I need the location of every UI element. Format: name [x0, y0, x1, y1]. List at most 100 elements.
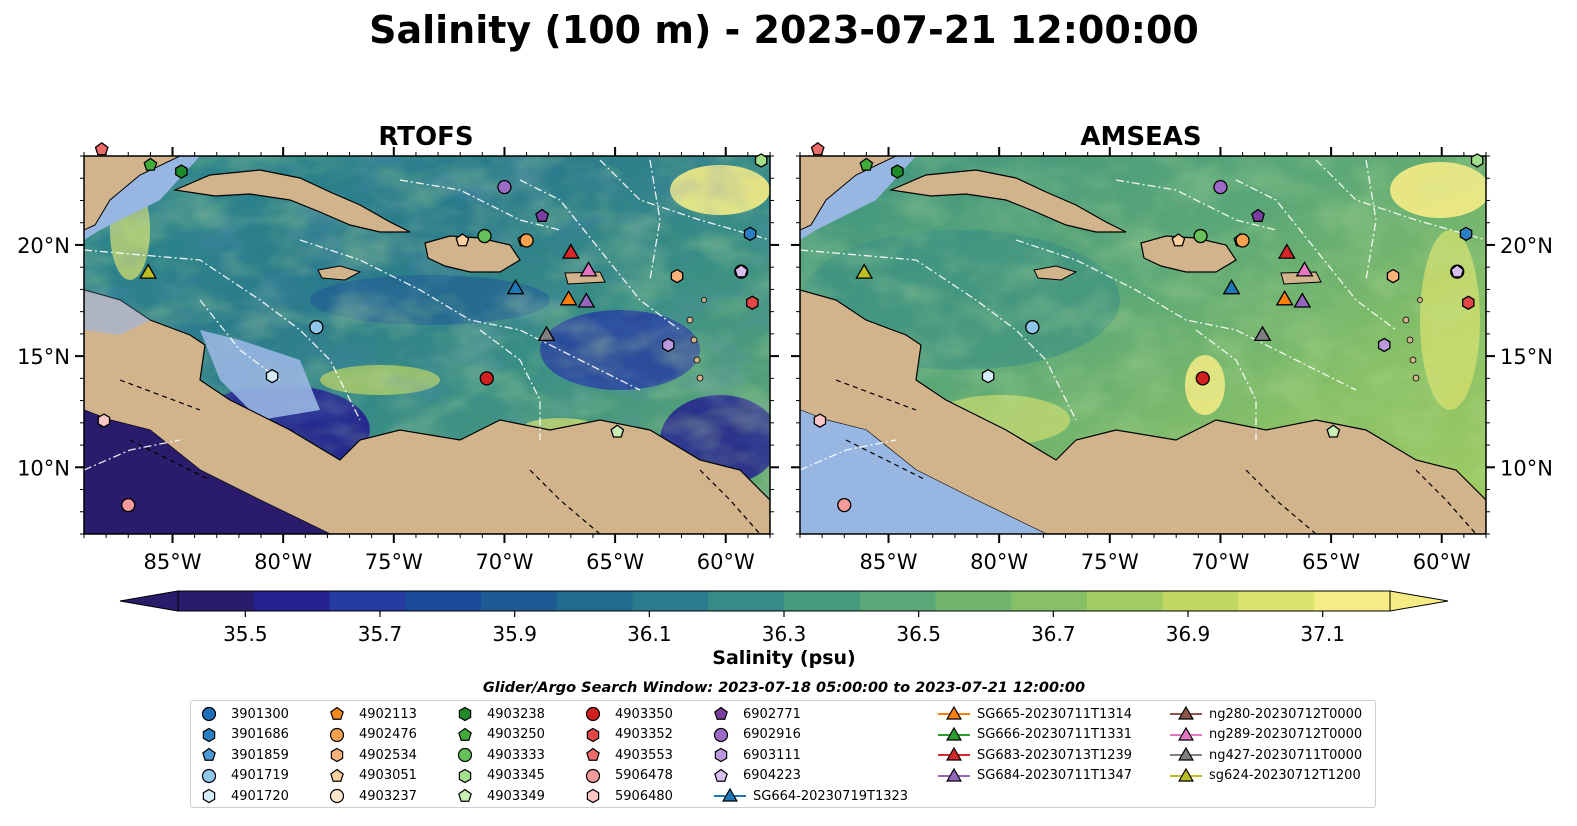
legend-item-label: ng427-20230711T0000 — [1209, 747, 1363, 763]
marker-3901686 — [743, 226, 757, 242]
legend-item-label: 5906478 — [615, 768, 673, 784]
marker-4903352 — [1462, 295, 1475, 311]
marker-SG684-20230711T1347 — [1293, 292, 1312, 308]
legend-item: 6904223 — [713, 766, 801, 786]
legend-marker-icon — [330, 747, 344, 763]
marker-4903345 — [754, 153, 768, 168]
y-tick-label: 15°N — [17, 345, 70, 369]
legend-item: 5906480 — [585, 786, 673, 806]
legend-marker-icon — [458, 789, 472, 803]
legend-item-label: 4903350 — [615, 706, 673, 722]
legend-item: 4903333 — [457, 745, 545, 765]
colorbar-segment — [1087, 591, 1164, 611]
colorbar-segment — [632, 591, 709, 611]
x-tick-label: 65°W — [586, 550, 644, 574]
marker-4902534 — [1386, 268, 1400, 284]
legend-marker-icon — [1170, 767, 1202, 782]
legend-marker-icon — [1170, 705, 1202, 720]
colorbar-segment — [708, 591, 785, 611]
marker-4902476 — [519, 233, 534, 248]
marker-ng289-20230712T0000 — [579, 261, 598, 277]
legend-item: sg624-20230712T1200 — [1169, 766, 1361, 786]
marker-ng427-20230711T0000 — [1253, 325, 1272, 342]
legend-item: 4903352 — [585, 725, 673, 745]
legend-item: 4903051 — [329, 766, 417, 786]
legend-marker-icon — [457, 748, 473, 763]
x-tick-label: 80°W — [254, 550, 312, 574]
legend-marker-icon — [586, 727, 600, 742]
legend-item: 4903349 — [457, 786, 545, 806]
colorbar-segment — [481, 591, 558, 611]
marker-4903350 — [479, 371, 494, 386]
marker-4903345 — [1470, 153, 1484, 168]
colorbar-extend-low — [119, 590, 179, 612]
legend-marker-icon — [938, 767, 970, 782]
colorbar-segment — [935, 591, 1012, 611]
legend-item-label: SG665-20230711T1314 — [977, 706, 1133, 722]
marker-5906480 — [813, 413, 827, 428]
colorbar-segment — [1162, 591, 1239, 611]
legend-marker-icon — [1170, 746, 1202, 761]
legend-item-label: ng289-20230712T0000 — [1209, 727, 1363, 743]
legend-item-label: 4903237 — [359, 788, 417, 804]
legend-marker-icon — [938, 726, 970, 741]
y-tick-label: 10°N — [17, 456, 70, 480]
legend-item-label: 4903051 — [359, 768, 417, 784]
legend-item-label: 4903345 — [487, 768, 545, 784]
legend-item-label: 6902771 — [743, 706, 801, 722]
marker-SG664-20230719T1323 — [1222, 278, 1241, 295]
legend-marker-icon — [458, 706, 472, 722]
figure-canvas: Salinity (100 m) - 2023-07-21 12:00:00 R… — [17, 8, 1553, 696]
legend-item: 5906478 — [585, 766, 673, 786]
legend-item-label: 3901686 — [231, 727, 289, 743]
x-tick-label: 60°W — [697, 550, 755, 574]
marker-4903349 — [610, 424, 625, 438]
legend-item-label: SG683-20230713T1239 — [977, 747, 1133, 763]
colorbar-segment — [253, 591, 330, 611]
marker-6902916 — [1213, 179, 1228, 195]
legend-item-label: SG684-20230711T1347 — [977, 768, 1133, 784]
legend-item: 4901720 — [201, 786, 289, 806]
marker-4903349 — [1326, 424, 1341, 438]
legend-item-label: 6903111 — [743, 747, 801, 763]
marker-6904223 — [1450, 264, 1465, 278]
legend-item-label: SG664-20230719T1323 — [753, 788, 909, 804]
marker-SG684-20230711T1347 — [577, 292, 596, 308]
legend-item: 3901686 — [201, 725, 289, 745]
legend: 3901300 3901686 3901859 4901719 4901720 49021… — [190, 700, 1376, 808]
marker-5906480 — [97, 413, 111, 428]
legend-marker-icon — [1170, 726, 1202, 741]
y-tick-label: 20°N — [17, 234, 70, 258]
legend-item: 6903111 — [713, 745, 801, 765]
legend-item: SG684-20230711T1347 — [937, 766, 1132, 786]
marker-4903250 — [143, 157, 158, 171]
legend-marker-icon — [330, 706, 344, 720]
legend-marker-icon — [202, 789, 216, 804]
legend-marker-icon — [714, 747, 728, 763]
colorbar-tick-label: 36.7 — [1031, 622, 1076, 646]
map-panel-amseas — [800, 156, 1486, 534]
legend-marker-icon — [713, 727, 729, 742]
legend-marker-icon — [458, 768, 472, 783]
marker-6904223 — [734, 264, 749, 278]
legend-item: 4901719 — [201, 766, 289, 786]
colorbar-tick-label: 36.3 — [762, 622, 807, 646]
colorbar-segment — [1314, 591, 1391, 611]
marker-5906478 — [837, 497, 852, 513]
legend-item-label: ng280-20230712T0000 — [1209, 706, 1363, 722]
marker-6902771 — [535, 208, 550, 222]
legend-marker-icon — [329, 727, 345, 742]
legend-item-label: 4903333 — [487, 747, 545, 763]
marker-ng289-20230712T0000 — [1295, 261, 1314, 277]
marker-6903111 — [661, 337, 675, 353]
marker-4903352 — [746, 295, 759, 311]
legend-item: 4902476 — [329, 725, 417, 745]
legend-item: 4903250 — [457, 725, 545, 745]
marker-4903553 — [94, 142, 109, 156]
colorbar-segment — [1238, 591, 1315, 611]
legend-item-label: 4901719 — [231, 768, 289, 784]
legend-marker-icon — [586, 789, 600, 804]
panel-title-rtofs: RTOFS — [378, 122, 473, 152]
marker-3901686 — [1459, 226, 1473, 242]
legend-item: 4902534 — [329, 745, 417, 765]
